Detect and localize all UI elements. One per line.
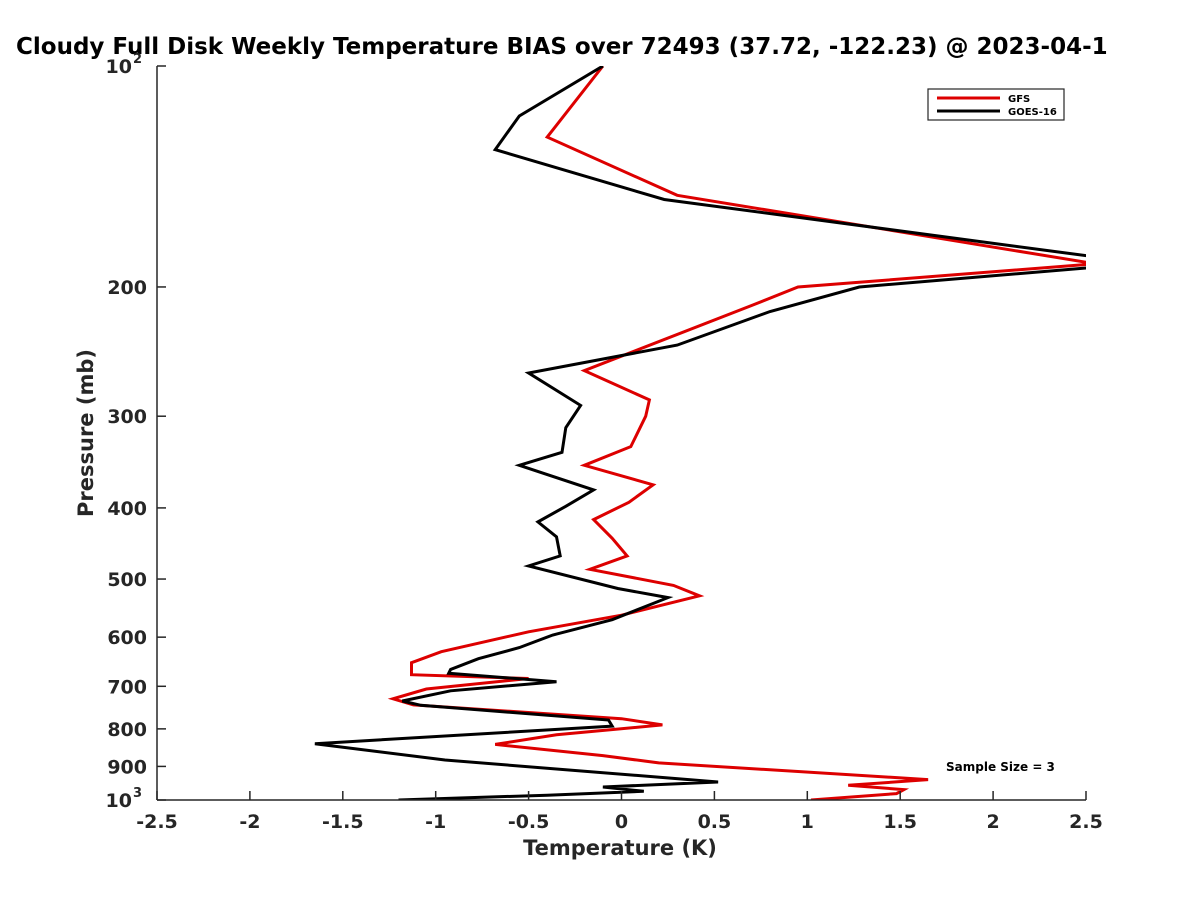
y-tick-label: 800 [107,719,147,741]
x-tick-label: -1 [425,811,446,833]
y-tick-label: 400 [107,498,147,520]
y-tick-label: 600 [107,627,147,649]
legend-label: GOES-16 [1008,107,1057,118]
y-tick-label-exponent: 2 [133,52,142,67]
y-tick-label-power: 10 3 [106,786,143,812]
legend-entry: GOES-16 [937,107,1057,118]
y-tick-label: 900 [107,756,147,778]
y-tick-label: 700 [107,676,147,698]
x-tick-label: 0 [615,811,628,833]
series-line-goes-16 [314,66,1086,800]
y-tick-label-base: 10 [106,56,132,78]
y-tick-label-base: 10 [106,790,132,812]
series-lines [314,66,1086,800]
legend-box [927,88,1065,121]
legend: GFS GOES-16 [927,88,1065,121]
x-tick-label: -2.5 [136,811,178,833]
axes: -2.5 -2 -1.5 -1 -0.5 0 0.5 1 1.5 2 2.510 2200300400… [106,52,1103,833]
y-tick-label-power: 10 2 [106,52,143,78]
y-tick-label: 200 [107,277,147,299]
x-tick-label: 1 [801,811,814,833]
y-axis-label: Pressure (mb) [74,349,98,517]
x-tick-label: -1.5 [322,811,364,833]
y-tick-label-exponent: 3 [133,786,142,801]
y-tick-label: 500 [107,569,147,591]
x-tick-label: 1.5 [883,811,917,833]
x-tick-label: 0.5 [698,811,732,833]
x-tick-label: 2 [986,811,999,833]
x-axis-label: Temperature (K) [523,836,717,860]
y-tick-label: 300 [107,406,147,428]
x-tick-label: -2 [239,811,260,833]
x-tick-label: -0.5 [508,811,550,833]
sample-size-annotation: Sample Size = 3 [946,760,1055,774]
chart-title: Cloudy Full Disk Weekly Temperature BIAS… [16,34,1108,60]
x-tick-label: 2.5 [1069,811,1103,833]
legend-entry: GFS [937,94,1030,105]
legend-label: GFS [1008,94,1030,105]
series-line-gfs [387,66,1086,800]
